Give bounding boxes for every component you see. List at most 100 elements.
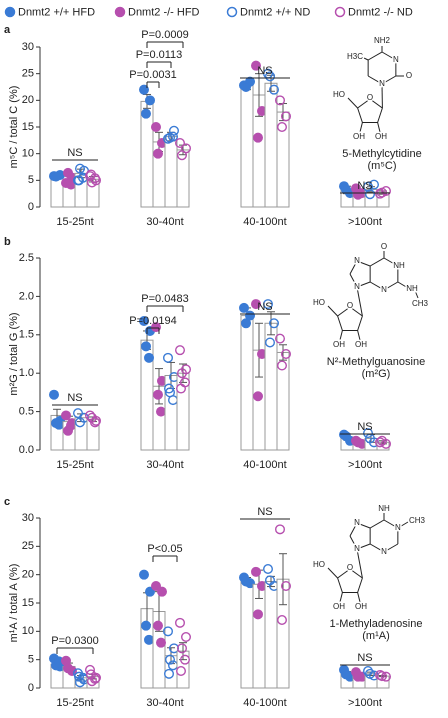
panel-label: a: [4, 24, 11, 36]
bar: [264, 322, 278, 451]
data-point: [240, 81, 251, 92]
legend-label: Dnmt2 +/+ HFD: [18, 6, 95, 18]
atom-label: N: [354, 518, 360, 527]
atom-label: N: [379, 79, 385, 88]
data-point: [263, 299, 274, 310]
data-point: [281, 349, 292, 360]
y-tick-label: 0: [28, 201, 34, 213]
data-point: [281, 111, 292, 122]
molecule-name: 5-Methylcytidine: [342, 148, 421, 160]
bond: [369, 281, 385, 291]
bar: [264, 580, 278, 689]
data-point: [164, 654, 175, 665]
bar: [276, 111, 290, 208]
annotation: NS: [357, 180, 372, 192]
bond: [349, 568, 363, 579]
bond: [397, 281, 409, 289]
data-point: [54, 419, 65, 430]
atom-label: OH: [353, 132, 365, 141]
y-axis-label: m¹A / total A (%): [8, 564, 20, 643]
data-point: [85, 169, 96, 180]
data-point: [275, 333, 286, 344]
bond: [381, 75, 397, 85]
y-tick-label: 2.0: [19, 290, 34, 302]
bond: [357, 592, 361, 603]
y-tick-label: 15: [22, 121, 34, 133]
atom-label: N: [354, 282, 360, 291]
annotation: P=0.0009: [141, 29, 188, 41]
data-point: [167, 131, 178, 142]
bond: [327, 305, 338, 317]
data-point: [353, 671, 364, 682]
legend-marker: [114, 6, 126, 18]
bond: [327, 567, 338, 579]
data-point: [61, 410, 72, 421]
y-tick-label: 0.0: [19, 444, 34, 456]
atom-label: H3C: [347, 52, 363, 61]
data-point: [65, 420, 76, 431]
data-point: [140, 341, 151, 352]
x-tick-label: 30-40nt: [146, 459, 183, 471]
data-point: [377, 435, 388, 446]
panel-label: c: [4, 496, 10, 508]
atom-label: HO: [313, 560, 325, 569]
atom-label: O: [347, 563, 353, 572]
atom-label: CH3: [412, 299, 429, 308]
bond: [339, 592, 343, 603]
data-point: [252, 391, 263, 402]
bond: [357, 107, 363, 123]
bond: [349, 306, 363, 317]
data-point: [277, 615, 288, 626]
y-axis-label: m²G / total G (%): [8, 312, 20, 395]
y-tick-label: 25: [22, 68, 34, 80]
x-tick-label: 30-40nt: [146, 697, 183, 709]
y-tick-label: 2.5: [19, 252, 34, 264]
bond: [397, 521, 409, 529]
data-point: [163, 383, 174, 394]
y-tick-label: 0: [28, 682, 34, 694]
x-tick-label: 15-25nt: [56, 459, 93, 471]
bond: [383, 519, 399, 529]
annotation: P=0.0300: [51, 635, 98, 647]
bond: [356, 543, 371, 550]
annotation: P<0.05: [147, 543, 182, 555]
data-point: [363, 428, 374, 439]
data-point: [375, 437, 386, 448]
bar: [276, 351, 290, 451]
data-point: [140, 108, 151, 119]
y-tick-label: 1.5: [19, 329, 34, 341]
bond: [349, 535, 358, 550]
data-point: [240, 318, 251, 329]
data-point: [84, 410, 95, 421]
bond: [357, 577, 363, 593]
bond: [367, 51, 383, 61]
atom-label: O: [406, 71, 412, 80]
bond: [356, 260, 371, 267]
data-point: [375, 669, 386, 680]
bond: [356, 281, 371, 288]
bond: [381, 51, 397, 61]
atom-label: O: [347, 301, 353, 310]
bond: [357, 330, 361, 341]
bond: [337, 315, 343, 331]
data-point: [377, 671, 388, 682]
data-point: [341, 669, 352, 680]
bar: [240, 315, 254, 451]
bar: [164, 136, 178, 208]
atom-label: NH: [378, 504, 390, 513]
molecule-name: 1-Methyladenosine: [330, 618, 423, 630]
molecule-name: N²-Methylguanosine: [327, 356, 425, 368]
x-tick-label: 15-25nt: [56, 697, 93, 709]
atom-label: N: [393, 55, 399, 64]
data-point: [73, 175, 84, 186]
bond: [383, 257, 399, 267]
data-point: [175, 666, 186, 677]
atom-label: N: [395, 523, 401, 532]
atom-label: HO: [313, 298, 325, 307]
data-point: [155, 637, 166, 648]
x-tick-label: >100nt: [348, 697, 382, 709]
y-tick-label: 25: [22, 540, 34, 552]
atom-label: OH: [333, 340, 345, 349]
data-point: [143, 634, 154, 645]
data-point: [162, 352, 173, 363]
